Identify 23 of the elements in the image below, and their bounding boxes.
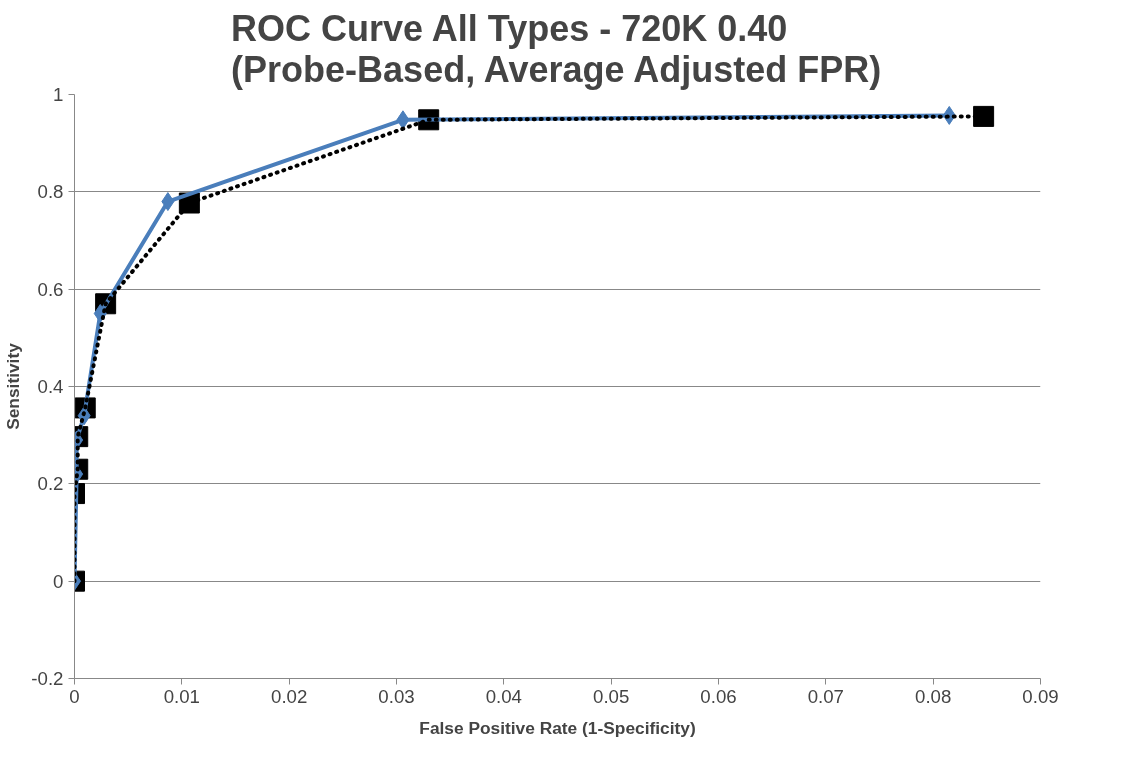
x-tick-label: 0.06 bbox=[700, 685, 737, 707]
y-tick-label: 0 bbox=[53, 570, 64, 592]
x-tick-label: 0.02 bbox=[271, 685, 308, 707]
y-tick-label: -0.2 bbox=[31, 668, 64, 689]
point bbox=[973, 105, 995, 127]
y-tick-label: 1 bbox=[53, 84, 64, 105]
point bbox=[161, 192, 175, 212]
y-tick-label: 0.6 bbox=[37, 278, 64, 300]
x-tick-label: 0 bbox=[69, 685, 80, 707]
x-tick-label: 0.01 bbox=[163, 685, 200, 707]
point bbox=[396, 110, 410, 130]
y-axis-title: Sensitivity bbox=[3, 342, 24, 430]
x-tick-label: 0.08 bbox=[915, 685, 952, 707]
chart-title: ROC Curve All Types - 720K 0.40 (Probe-Based, Average Adjusted FPR) bbox=[231, 7, 882, 90]
y-tick-label: 0.8 bbox=[37, 181, 64, 203]
x-axis-title: False Positive Rate (1-Specificity) bbox=[419, 717, 696, 738]
x-tick-label: 0.07 bbox=[807, 685, 844, 707]
x-tick-label: 0.05 bbox=[593, 685, 630, 707]
y-tick-label: 0.4 bbox=[37, 376, 64, 397]
y-tick-label: 0.2 bbox=[37, 473, 64, 495]
x-tick-label: 0.04 bbox=[485, 685, 522, 707]
x-tick-label: 0.09 bbox=[1022, 685, 1059, 707]
x-tick-label: 0.03 bbox=[378, 685, 415, 707]
